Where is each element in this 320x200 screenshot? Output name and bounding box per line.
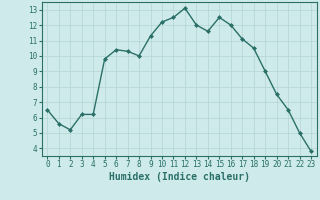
X-axis label: Humidex (Indice chaleur): Humidex (Indice chaleur) (109, 172, 250, 182)
